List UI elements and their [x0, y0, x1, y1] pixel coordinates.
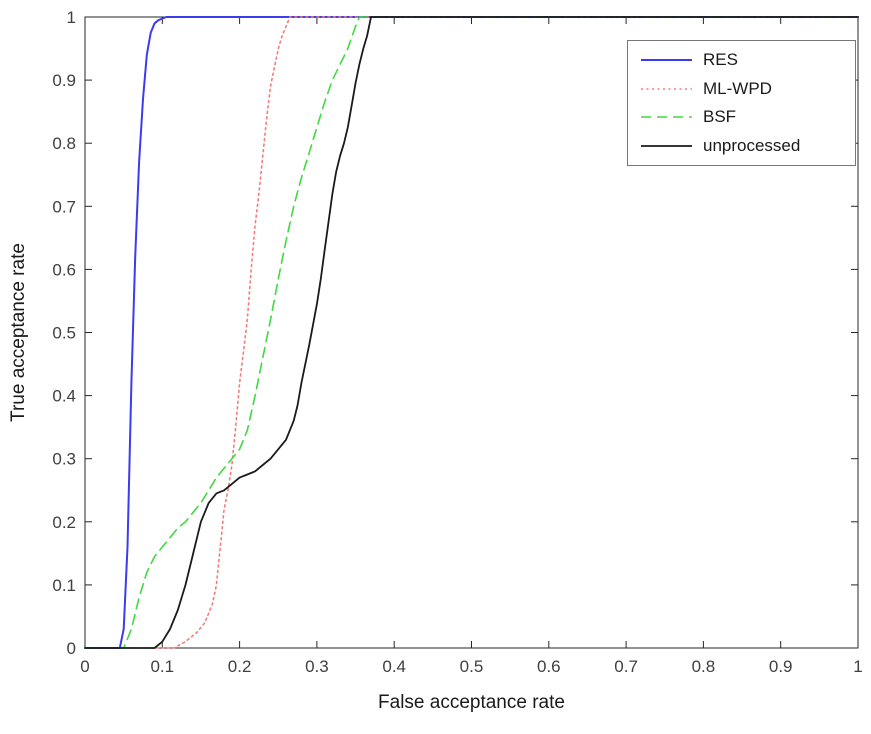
x-tick-label: 0.2	[228, 657, 252, 676]
y-tick-label: 0.2	[52, 513, 76, 532]
legend-item-res: RES	[628, 50, 855, 70]
x-tick-label: 0	[80, 657, 89, 676]
legend-line-sample-unprocessed	[641, 145, 692, 148]
x-tick-label: 1	[853, 657, 862, 676]
series-line-RES	[84, 16, 859, 649]
legend-label-res: RES	[703, 49, 738, 69]
legend-label-bsf: BSF	[703, 107, 737, 127]
legend: RES ML-WPD BSF unprocessed	[627, 40, 856, 166]
x-tick-label: 0.5	[460, 657, 484, 676]
series-line-unprocessed	[84, 16, 859, 649]
x-tick-label: 0.4	[382, 657, 406, 676]
series-line-BSF	[84, 16, 859, 649]
y-tick-label: 0.5	[52, 324, 76, 343]
y-tick-label: 0.4	[52, 387, 76, 406]
legend-label-ml-wpd: ML-WPD	[703, 78, 772, 98]
y-tick-label: 0.9	[52, 71, 76, 90]
legend-label-unprocessed: unprocessed	[703, 136, 801, 156]
legend-line-sample-bsf	[641, 116, 692, 119]
y-tick-label: 1	[67, 8, 76, 27]
x-axis-title: False acceptance rate	[378, 692, 565, 713]
series-line-ML-WPD	[84, 16, 859, 649]
y-tick-label: 0.3	[52, 450, 76, 469]
legend-line-sample-res	[641, 58, 692, 61]
x-tick-label: 0.7	[614, 657, 638, 676]
y-axis-title: True acceptance rate	[8, 243, 29, 422]
legend-item-unprocessed: unprocessed	[628, 136, 855, 156]
y-tick-label: 0.6	[52, 260, 76, 279]
y-tick-label: 0	[67, 639, 76, 658]
x-tick-label: 0.1	[150, 657, 174, 676]
legend-item-ml-wpd: ML-WPD	[628, 79, 855, 99]
legend-line-sample-ml-wpd	[641, 87, 692, 90]
y-tick-label: 0.8	[52, 134, 76, 153]
x-tick-label: 0.8	[692, 657, 716, 676]
y-tick-label: 0.1	[52, 576, 76, 595]
x-tick-label: 0.6	[537, 657, 561, 676]
legend-item-bsf: BSF	[628, 107, 855, 127]
x-tick-label: 0.9	[769, 657, 793, 676]
x-tick-label: 0.3	[305, 657, 329, 676]
y-tick-label: 0.7	[52, 197, 76, 216]
